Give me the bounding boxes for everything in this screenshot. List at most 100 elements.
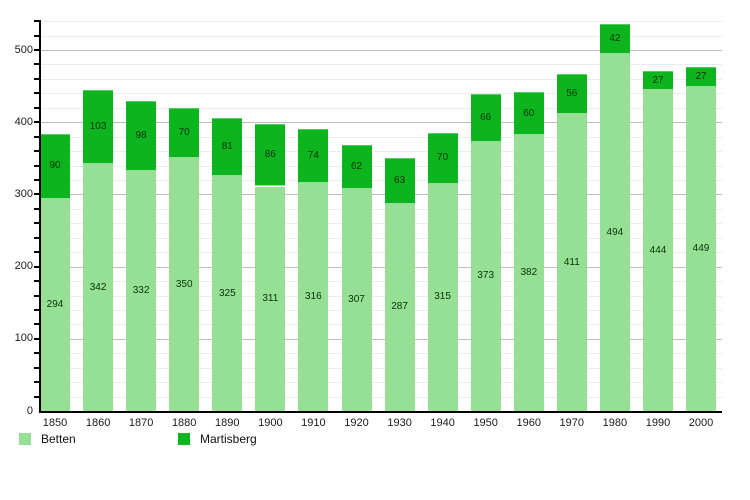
bar-segment-betten-1970 <box>556 114 587 411</box>
minor-gridline <box>40 353 722 355</box>
bar-value-label: 27 <box>695 71 707 83</box>
bar-segment-betten-1900 <box>255 186 286 411</box>
y-axis-tick-label: 200 <box>14 260 33 273</box>
bar-value-label: 373 <box>477 270 495 282</box>
bar-segment-betten-1980 <box>599 54 630 411</box>
x-axis-tick-label: 1920 <box>344 417 369 429</box>
bar-segment-betten-1880 <box>169 158 200 411</box>
y-axis-tick <box>34 308 40 311</box>
y-axis-tick <box>34 251 40 254</box>
minor-gridline <box>40 93 722 95</box>
bar-value-label: 325 <box>218 287 236 299</box>
major-gridline <box>40 122 722 124</box>
bar-segment-betten-2000 <box>686 86 716 411</box>
y-axis-tick <box>34 337 40 340</box>
x-axis-tick-label: 1930 <box>387 417 412 429</box>
x-axis-tick-label: 1970 <box>559 417 585 429</box>
minor-gridline <box>40 208 722 210</box>
bar-value-label: 315 <box>434 291 451 303</box>
y-axis-tick <box>34 280 40 282</box>
bar-value-label: 70 <box>178 127 190 138</box>
bar-value-label: 444 <box>649 244 667 256</box>
bar-value-label: 103 <box>89 120 107 132</box>
bar-value-label: 316 <box>305 290 322 302</box>
major-gridline <box>40 50 722 51</box>
bar-value-label: 294 <box>46 298 64 310</box>
x-axis-tick-label: 1960 <box>516 417 542 429</box>
bar-value-label: 90 <box>49 160 61 172</box>
minor-gridline <box>40 107 722 109</box>
minor-gridline <box>40 382 722 384</box>
x-axis-tick-label: 1940 <box>430 417 455 429</box>
y-axis-line <box>39 20 41 413</box>
bar-value-label: 307 <box>348 294 365 306</box>
y-axis-tick <box>34 323 40 326</box>
y-axis-tick <box>34 106 40 109</box>
minor-gridline <box>40 21 722 23</box>
x-axis-tick-label: 1850 <box>42 417 68 429</box>
bar-segment-betten-1860 <box>83 164 114 411</box>
y-axis-tick <box>34 294 40 297</box>
y-axis-tick <box>34 49 40 51</box>
y-axis-tick-label: 0 <box>26 404 33 417</box>
minor-gridline <box>40 295 722 297</box>
bar-segment-martisberg-1910 <box>298 129 329 183</box>
bar-segment-betten-1950 <box>470 141 501 411</box>
legend-swatch <box>19 433 31 445</box>
x-axis-tick-label: 1860 <box>85 417 111 429</box>
bar-segment-betten-1940 <box>427 183 458 411</box>
bar-segment-betten-1890 <box>212 176 243 411</box>
bar-segment-betten-1920 <box>341 189 372 411</box>
x-axis-tick-label: 1880 <box>171 417 197 429</box>
bar-value-label: 311 <box>262 292 279 304</box>
bar-value-label: 86 <box>264 149 276 161</box>
y-axis-tick <box>34 121 40 124</box>
y-axis-tick-label: 500 <box>14 43 33 56</box>
minor-gridline <box>40 237 722 239</box>
bar-segment-martisberg-1900 <box>255 124 286 187</box>
bar-segment-betten-1990 <box>643 90 673 411</box>
bar-segment-betten-1850 <box>40 198 70 411</box>
y-axis-tick <box>34 77 40 80</box>
bar-segment-martisberg-1860 <box>83 89 114 165</box>
bar-segment-martisberg-1980 <box>599 24 630 55</box>
major-gridline <box>40 338 722 340</box>
y-axis-tick <box>34 207 40 210</box>
bar-value-label: 342 <box>89 281 107 293</box>
bar-segment-martisberg-1920 <box>341 144 372 190</box>
bar-value-label: 56 <box>566 88 578 99</box>
major-gridline <box>40 266 722 268</box>
bar-value-label: 98 <box>135 129 147 141</box>
bar-segment-martisberg-1890 <box>212 117 243 177</box>
y-axis-tick <box>34 179 40 181</box>
y-axis-tick <box>34 135 40 138</box>
y-axis-tick <box>34 20 40 23</box>
x-axis-tick-label: 1990 <box>645 417 671 429</box>
minor-gridline <box>40 324 722 326</box>
bar-value-label: 62 <box>350 161 363 172</box>
minor-gridline <box>40 223 722 225</box>
x-axis-line <box>39 411 722 413</box>
bar-value-label: 411 <box>563 256 580 268</box>
bar-segment-betten-1870 <box>126 171 157 411</box>
y-axis-tick <box>34 63 40 66</box>
y-axis-tick <box>34 150 40 153</box>
minor-gridline <box>40 78 722 80</box>
y-axis-tick <box>34 395 40 398</box>
minor-gridline <box>40 64 722 66</box>
legend-swatch <box>178 433 190 445</box>
minor-gridline <box>40 309 722 311</box>
y-axis-tick <box>34 352 40 355</box>
bar-value-label: 63 <box>394 175 406 186</box>
bar-value-label: 332 <box>132 285 150 297</box>
minor-gridline <box>40 136 722 138</box>
bar-segment-martisberg-1960 <box>513 91 544 136</box>
bar-value-label: 382 <box>520 267 538 279</box>
major-gridline <box>40 194 722 196</box>
y-axis-tick <box>34 34 40 37</box>
y-axis-tick <box>34 236 40 239</box>
legend-label: Betten <box>41 432 76 446</box>
minor-gridline <box>40 151 722 153</box>
bar-value-label: 70 <box>437 152 449 164</box>
